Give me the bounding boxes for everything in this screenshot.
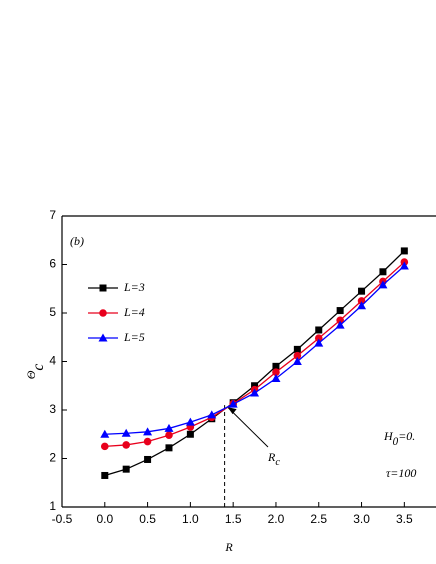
marker bbox=[378, 280, 388, 289]
legend-label: L=3 bbox=[123, 280, 145, 294]
x-tick-label: 1.5 bbox=[225, 512, 242, 526]
marker bbox=[100, 442, 109, 451]
marker bbox=[293, 345, 301, 353]
x-tick-label: -0.5 bbox=[52, 512, 73, 526]
marker bbox=[121, 428, 131, 437]
x-tick-label: 0.5 bbox=[139, 512, 156, 526]
y-tick-label: 5 bbox=[49, 305, 56, 319]
x-tick-label: 0.0 bbox=[96, 512, 113, 526]
marker bbox=[251, 382, 259, 390]
param-label-rest: =0. bbox=[398, 429, 415, 443]
marker bbox=[293, 351, 302, 360]
marker bbox=[122, 465, 130, 473]
x-tick-label: 3.5 bbox=[396, 512, 413, 526]
marker bbox=[379, 268, 387, 276]
marker bbox=[271, 373, 281, 382]
critical-label-main: R bbox=[267, 450, 276, 464]
marker bbox=[336, 307, 344, 315]
x-axis-label: R bbox=[224, 540, 233, 554]
marker bbox=[335, 320, 345, 329]
y-axis-label-sub: c bbox=[30, 364, 47, 371]
y-tick-label: 6 bbox=[49, 257, 56, 271]
marker bbox=[228, 399, 238, 408]
x-tick-label: 1.0 bbox=[182, 512, 199, 526]
x-tick-label: 3.0 bbox=[353, 512, 370, 526]
y-axis-label-main: Θ bbox=[24, 370, 38, 379]
marker bbox=[165, 444, 173, 452]
y-tick-label: 2 bbox=[49, 451, 56, 465]
marker bbox=[101, 471, 109, 479]
critical-label-sub: c bbox=[275, 457, 280, 468]
y-tick-label: 3 bbox=[49, 402, 56, 416]
marker bbox=[272, 362, 280, 370]
marker bbox=[144, 455, 152, 463]
param-label-sub: 0 bbox=[393, 436, 399, 448]
legend-marker bbox=[99, 309, 107, 317]
x-tick-label: 2.5 bbox=[310, 512, 327, 526]
marker bbox=[315, 326, 323, 334]
param-label: H0=0. bbox=[383, 429, 415, 448]
legend-label: L=5 bbox=[123, 330, 145, 344]
y-axis-label: Θc bbox=[24, 364, 47, 380]
marker bbox=[358, 287, 366, 295]
marker bbox=[122, 441, 130, 449]
param-label: τ=100 bbox=[386, 466, 416, 480]
marker bbox=[100, 429, 110, 438]
marker bbox=[357, 297, 366, 305]
y-tick-label: 1 bbox=[49, 499, 56, 513]
marker bbox=[186, 430, 194, 438]
marker bbox=[292, 357, 302, 365]
x-tick-label: 2.0 bbox=[268, 512, 285, 526]
panel-label: (b) bbox=[70, 234, 84, 248]
marker bbox=[272, 368, 280, 376]
marker bbox=[143, 427, 153, 436]
marker bbox=[400, 247, 408, 255]
critical-label: Rc bbox=[267, 450, 280, 468]
param-label-main: H bbox=[383, 429, 394, 443]
marker bbox=[314, 338, 324, 347]
legend-label: L=4 bbox=[123, 305, 145, 319]
marker bbox=[357, 301, 367, 310]
y-tick-label: 7 bbox=[49, 208, 56, 222]
marker bbox=[314, 334, 323, 343]
marker bbox=[165, 431, 173, 440]
marker bbox=[336, 316, 344, 325]
marker bbox=[143, 437, 152, 446]
y-tick-label: 4 bbox=[49, 354, 56, 368]
marker bbox=[185, 417, 195, 426]
marker bbox=[164, 423, 174, 432]
arrow-head bbox=[227, 407, 237, 415]
marker bbox=[399, 261, 409, 270]
critical-arrow bbox=[227, 406, 269, 448]
marker bbox=[207, 410, 217, 419]
legend-marker bbox=[99, 284, 107, 292]
marker bbox=[250, 388, 260, 397]
legend-marker bbox=[98, 333, 108, 342]
